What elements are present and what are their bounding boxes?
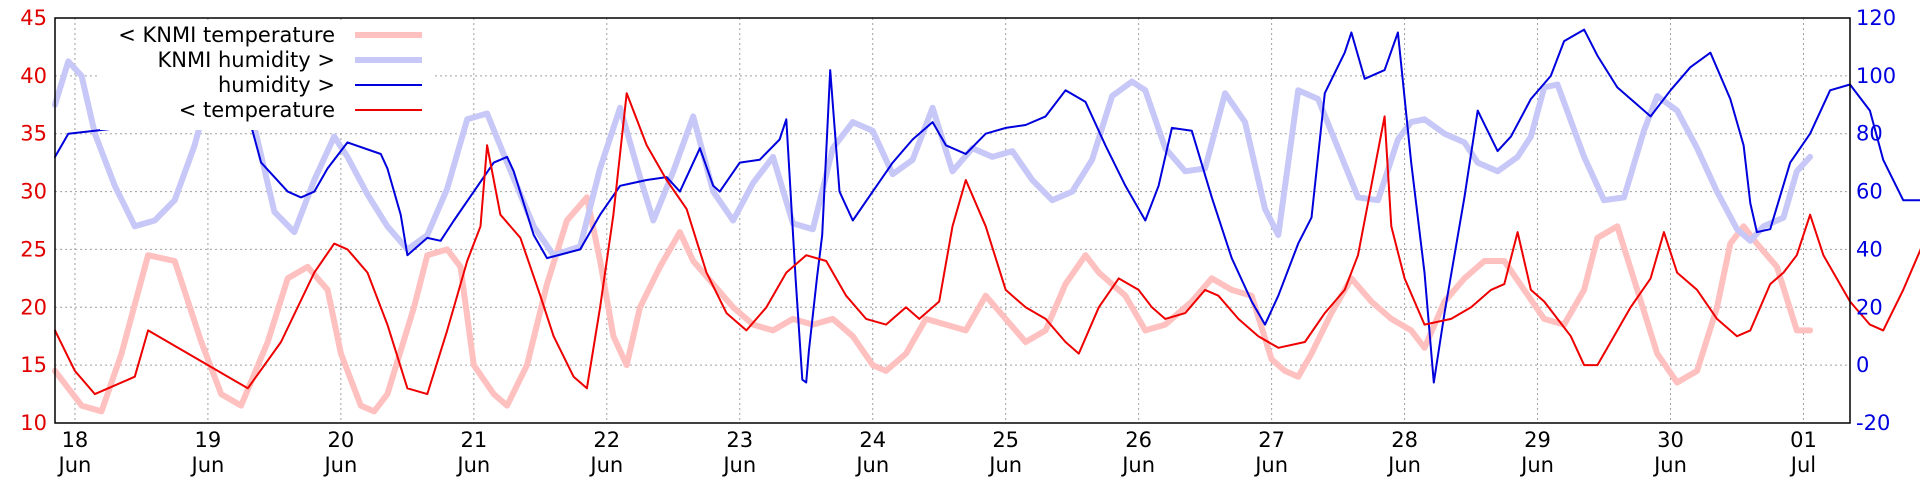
- axes: 1015202530354045-2002040608010012018Jun1…: [20, 6, 1896, 477]
- series-line-temperature: [54, 92, 1920, 396]
- x-tick-label-month: Jun: [322, 453, 357, 477]
- y-right-tick-label: 80: [1856, 122, 1883, 146]
- y-left-tick-label: 35: [20, 122, 47, 146]
- legend-label: humidity >: [218, 73, 335, 97]
- x-tick-label-day: 23: [726, 428, 753, 452]
- y-right-tick-label: 100: [1856, 64, 1896, 88]
- legend-background: [100, 20, 435, 130]
- series-layer: [52, 28, 1920, 415]
- x-tick-label-day: 19: [195, 428, 222, 452]
- x-tick-label-day: 27: [1258, 428, 1285, 452]
- legend-label: < KNMI temperature: [118, 23, 335, 47]
- y-left-tick-label: 25: [20, 237, 47, 261]
- y-right-tick-label: 120: [1856, 6, 1896, 30]
- plot-frame: [54, 17, 1851, 424]
- x-tick-label-month: Jun: [190, 453, 225, 477]
- x-tick-label-day: 24: [859, 428, 886, 452]
- x-tick-label-month: Jun: [1652, 453, 1687, 477]
- y-left-tick-label: 30: [20, 180, 47, 204]
- x-tick-label-day: 21: [460, 428, 487, 452]
- x-tick-label-month: Jun: [1120, 453, 1155, 477]
- x-tick-label-day: 20: [328, 428, 355, 452]
- x-tick-label-month: Jun: [57, 453, 92, 477]
- x-tick-label-month: Jun: [854, 453, 889, 477]
- x-tick-label-day: 25: [992, 428, 1019, 452]
- legend-label: KNMI humidity >: [158, 48, 335, 72]
- x-tick-label-month: Jun: [1253, 453, 1288, 477]
- y-right-tick-label: 0: [1856, 353, 1869, 377]
- x-tick-label-month: Jun: [455, 453, 490, 477]
- y-left-tick-label: 15: [20, 353, 47, 377]
- y-left-tick-label: 10: [20, 411, 47, 435]
- y-right-tick-label: 60: [1856, 180, 1883, 204]
- y-left-tick-label: 20: [20, 295, 47, 319]
- x-tick-label-month: Jul: [1789, 453, 1816, 477]
- x-tick-label-day: 18: [62, 428, 89, 452]
- x-tick-label-day: 26: [1125, 428, 1152, 452]
- x-tick-label-month: Jun: [987, 453, 1022, 477]
- x-tick-label-day: 29: [1524, 428, 1551, 452]
- y-right-tick-label: 40: [1856, 237, 1883, 261]
- legend-label: < temperature: [179, 98, 335, 122]
- y-right-tick-label: -20: [1856, 411, 1890, 435]
- series-line-knmi-temperature: [52, 194, 1814, 415]
- x-tick-label-month: Jun: [1386, 453, 1421, 477]
- x-tick-label-day: 28: [1391, 428, 1418, 452]
- x-tick-label-day: 22: [593, 428, 620, 452]
- y-right-tick-label: 20: [1856, 295, 1883, 319]
- y-left-tick-label: 45: [20, 6, 47, 30]
- x-tick-label-day: 30: [1657, 428, 1684, 452]
- x-tick-label-month: Jun: [588, 453, 623, 477]
- x-tick-label-day: 01: [1790, 428, 1817, 452]
- x-tick-label-month: Jun: [1519, 453, 1554, 477]
- series-line-knmi-humidity: [52, 58, 1814, 259]
- y-left-tick-label: 40: [20, 64, 47, 88]
- series-line-humidity: [54, 28, 1920, 384]
- x-tick-label-month: Jun: [721, 453, 756, 477]
